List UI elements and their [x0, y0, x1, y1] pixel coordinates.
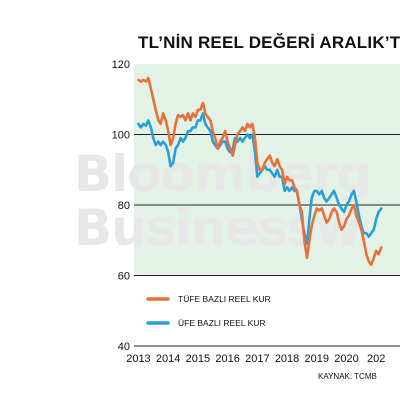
source-note: KAYNAK: TCMB	[318, 372, 377, 381]
x-tick-label: 2015	[186, 353, 210, 365]
x-tick-label: 2019	[305, 353, 329, 365]
legend-label-tufe: TÜFE BAZLI REEL KUR	[178, 294, 271, 304]
series-line-ufe	[137, 112, 383, 246]
x-tick-label: 2020	[334, 353, 358, 365]
series-lines	[137, 76, 383, 267]
x-tick-label: 2018	[275, 353, 299, 365]
y-tick-label: 100	[112, 130, 130, 142]
series-line-tufe	[137, 76, 383, 267]
y-tick-label: 80	[118, 200, 130, 212]
x-tick-label: 2014	[156, 353, 180, 365]
legend-label-ufe: ÜFE BAZLI REEL KUR	[178, 318, 266, 328]
legend: TÜFE BAZLI REEL KUR ÜFE BAZLI REEL KUR	[146, 294, 271, 328]
y-tick-label: 120	[112, 59, 130, 71]
chart-title: TL’NİN REEL DEĞERİ ARALIK’T	[138, 33, 400, 52]
x-tick-label: 202	[367, 353, 385, 365]
y-tick-label: 60	[118, 271, 130, 283]
y-tick-label: 40	[118, 341, 130, 353]
x-tick-label: 2013	[126, 353, 150, 365]
watermark-line-1: Bloomberg	[74, 145, 371, 203]
x-tick-label: 2016	[215, 353, 239, 365]
watermark: Bloomberg Businessw	[74, 145, 372, 257]
watermark-line-2: Businessw	[74, 199, 361, 257]
x-tick-label: 2017	[245, 353, 269, 365]
